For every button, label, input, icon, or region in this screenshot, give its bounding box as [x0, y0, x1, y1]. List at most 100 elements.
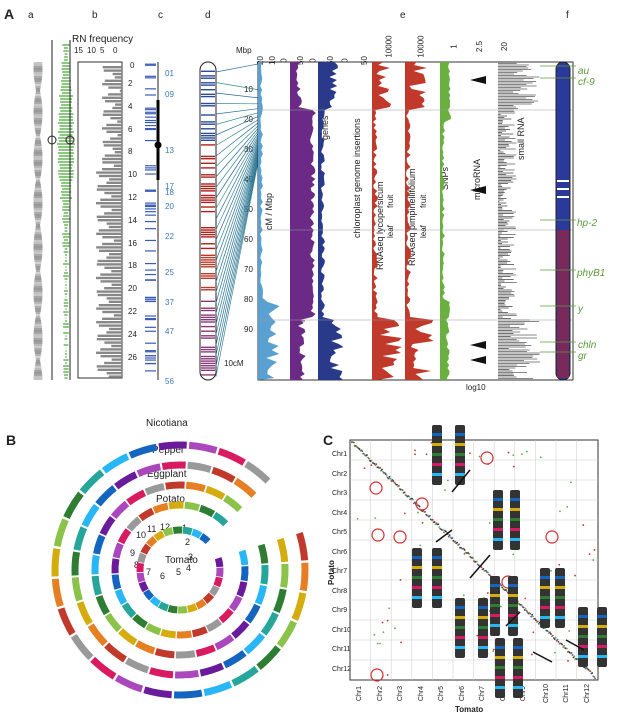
histo-bar [115, 151, 122, 153]
track-a-band [34, 338, 43, 340]
dotplot-diag-point [525, 608, 527, 610]
synteny-band [495, 686, 505, 689]
histo-bar [100, 199, 122, 201]
track-a-band [34, 340, 43, 342]
ring-nicotiana-segment [295, 593, 303, 620]
synteny-band [455, 616, 465, 619]
track-d-band [201, 133, 215, 134]
ring-tomato-segment [140, 563, 141, 572]
track-a-band [36, 88, 41, 90]
track-a-band [36, 358, 40, 360]
synteny-band [510, 508, 520, 511]
track-rn-green [58, 161, 74, 163]
track-a-band [35, 174, 41, 176]
track-a-band [36, 92, 41, 94]
dotplot-point [493, 649, 495, 651]
track-a-band [34, 210, 42, 212]
track-a-band [34, 302, 42, 304]
track-rn-green [64, 272, 68, 274]
track-rn-green [65, 293, 67, 295]
ring-nicotiana-segment [104, 456, 128, 470]
synteny-band [513, 686, 523, 689]
track-a-band [34, 76, 42, 78]
ring-nicotiana-segment [55, 549, 57, 577]
track-d-band [201, 156, 215, 157]
histo-bar [98, 369, 122, 371]
track-rn-green [62, 188, 70, 190]
dotplot-diag-point [389, 476, 391, 478]
histo-bar [102, 311, 122, 313]
ring-eggplant-segment [176, 654, 195, 655]
dotplot-diag-point [487, 572, 489, 574]
track-a-band [34, 238, 42, 240]
synteny-band [432, 443, 442, 446]
track-rn-green [65, 308, 66, 310]
track-rn-green [63, 311, 68, 313]
track-a-band [34, 208, 43, 210]
track-d-band [201, 89, 215, 90]
rna1-area [372, 62, 402, 380]
ring-eggplant-segment [103, 518, 113, 534]
track-a-band [34, 194, 42, 196]
track-d-band [201, 321, 215, 322]
dotplot-diag-point [424, 511, 426, 513]
synteny-band [455, 636, 465, 639]
link-line [216, 93, 258, 98]
ring-eggplant-segment [108, 615, 120, 630]
ring-pepper-segment [188, 465, 211, 469]
histo-bar [118, 134, 122, 136]
ring-pepper-segment [80, 602, 90, 623]
track-rn-green [64, 47, 68, 49]
track-a-band [36, 314, 40, 316]
dotplot-point [354, 445, 356, 447]
ring-nicotiana-segment [159, 445, 187, 447]
track-a-band [35, 350, 42, 352]
ring-pepper-segment [127, 661, 148, 671]
track-a-band [35, 172, 42, 174]
dotplot-diag-point [404, 492, 406, 494]
track-d-band [201, 259, 215, 260]
histo-bar [96, 233, 122, 235]
dotplot-point [379, 643, 381, 645]
histo-bar [102, 318, 122, 320]
track-rn-green [65, 266, 66, 268]
track-d-band [201, 262, 215, 263]
synteny-band [510, 538, 520, 541]
track-rn-green [65, 269, 66, 271]
ring-eggplant-segment [146, 487, 164, 493]
dotplot-point [388, 607, 390, 609]
ring-eggplant-segment [225, 498, 240, 510]
rna2-area [405, 62, 434, 380]
track-a-band [34, 212, 42, 214]
dotplot-diag-point [506, 590, 508, 592]
histo-bar [114, 314, 122, 316]
track-rn-green [64, 224, 68, 226]
dotplot-point [400, 579, 402, 581]
track-rn-green [66, 257, 67, 259]
synteny-band [432, 576, 442, 579]
track-a-band [34, 100, 41, 102]
ring-nicotiana-segment [233, 669, 257, 683]
ring-eggplant-segment [216, 637, 232, 647]
track-a-band [34, 290, 43, 292]
track-a-band [34, 118, 43, 120]
ring-pepper-segment [77, 528, 84, 550]
track-d-band [201, 78, 215, 79]
synteny-band [490, 584, 500, 587]
track-d-chromosome [200, 62, 216, 380]
histo-bar [108, 93, 122, 95]
synteny-band [455, 646, 465, 649]
track-a-band [35, 318, 40, 320]
synteny-band [495, 646, 505, 649]
track-a-band [34, 244, 43, 246]
track-a-band [34, 166, 42, 168]
histo-bar [100, 348, 122, 350]
synteny-band [578, 655, 588, 658]
dotplot-diag-point [371, 460, 373, 462]
dotplot-point [512, 454, 514, 456]
ring-pepper-segment [162, 465, 185, 466]
dotplot-diag-point [442, 529, 444, 531]
track-a-band [35, 186, 41, 188]
histo-bar [106, 131, 122, 133]
synteny-band [478, 636, 488, 639]
